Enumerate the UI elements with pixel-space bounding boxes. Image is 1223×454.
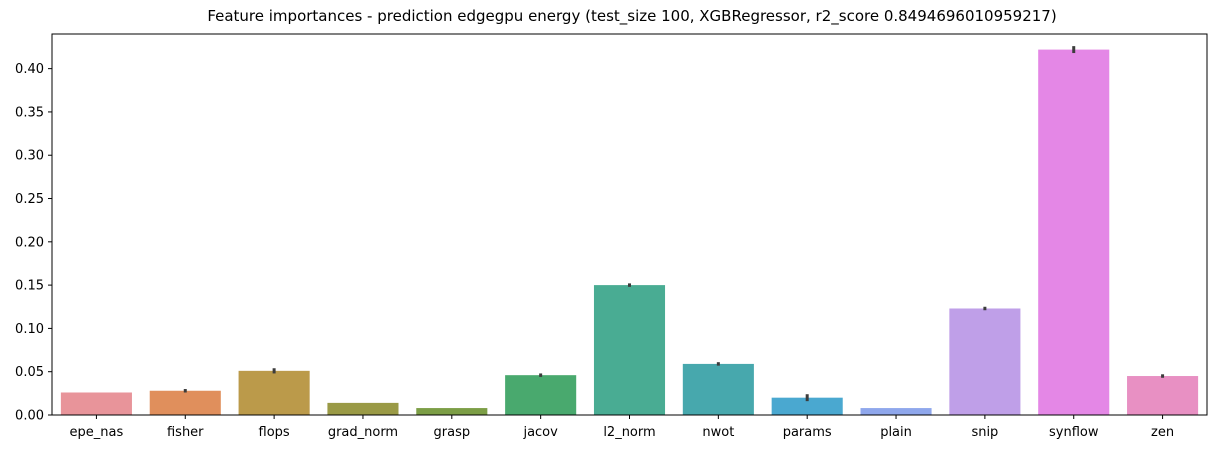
- bar-plain: [860, 408, 932, 415]
- x-tick-label-l2_norm: l2_norm: [603, 425, 655, 440]
- y-tick-label-0.30: 0.30: [15, 149, 44, 164]
- x-tick-label-grasp: grasp: [434, 425, 471, 440]
- bar-synflow: [1038, 49, 1110, 416]
- bar-params: [771, 397, 843, 415]
- y-tick-label-0.00: 0.00: [15, 409, 44, 424]
- y-tick-label-0.40: 0.40: [15, 62, 44, 77]
- x-tick-label-fisher: fisher: [167, 425, 204, 440]
- bars-group: [60, 49, 1199, 416]
- bar-jacov: [505, 375, 577, 415]
- y-tick-label-0.35: 0.35: [15, 105, 44, 120]
- bar-nwot: [682, 363, 754, 415]
- x-tick-label-nwot: nwot: [702, 425, 734, 440]
- y-tick-label-0.15: 0.15: [15, 279, 44, 294]
- x-tick-label-synflow: synflow: [1049, 425, 1099, 440]
- bar-epe_nas: [60, 392, 132, 415]
- x-tick-label-params: params: [783, 425, 832, 440]
- x-tick-label-zen: zen: [1151, 425, 1174, 440]
- bar-snip: [949, 308, 1021, 415]
- y-tick-label-0.10: 0.10: [15, 322, 44, 337]
- x-tick-label-plain: plain: [880, 425, 912, 440]
- x-tick-label-grad_norm: grad_norm: [328, 425, 398, 440]
- chart-title: Feature importances - prediction edgegpu…: [207, 7, 1056, 26]
- bar-grasp: [416, 408, 488, 415]
- y-tick-label-0.05: 0.05: [15, 365, 44, 380]
- bar-fisher: [149, 390, 221, 415]
- x-tick-label-jacov: jacov: [522, 425, 558, 440]
- y-axis: 0.00 0.05 0.10 0.15 0.20 0.25 0.30 0.35 0.40: [15, 33, 1208, 424]
- bar-l2_norm: [593, 285, 666, 415]
- bar-grad_norm: [327, 402, 399, 415]
- y-tick-label-0.25: 0.25: [15, 192, 44, 207]
- y-tick-label-0.20: 0.20: [15, 235, 44, 250]
- x-tick-label-flops: flops: [259, 425, 290, 440]
- error-bars-group: [183, 46, 1165, 402]
- x-tick-label-epe_nas: epe_nas: [70, 425, 124, 440]
- bar-flops: [238, 370, 310, 415]
- x-axis: epe_nas fisher flops grad_norm grasp jacov l2_…: [70, 415, 1174, 440]
- x-tick-label-snip: snip: [971, 425, 998, 440]
- bar-zen: [1127, 376, 1199, 415]
